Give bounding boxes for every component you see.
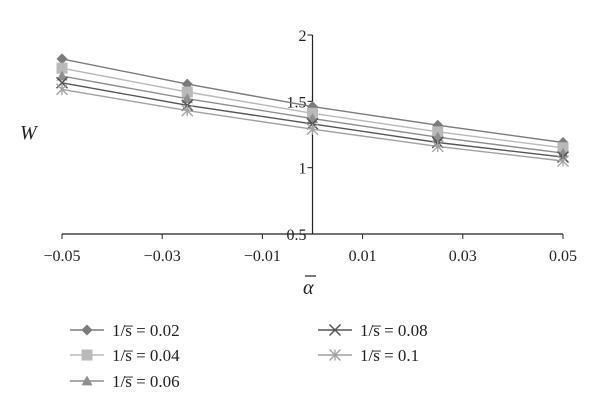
y-tick-label: 1.5 [287,94,307,111]
data-point [56,70,68,81]
x-tick-label: −0.05 [43,248,80,265]
data-point [181,104,194,117]
legend-item: 1/s̅ = 0.1 [318,346,419,365]
data-point [56,83,68,96]
data-point [56,62,68,74]
legend-marker [81,375,93,386]
legend-item: 1/s̅ = 0.08 [318,321,428,340]
series-5 [56,83,569,167]
legend-marker [81,349,93,361]
x-tick-label: −0.01 [244,248,281,265]
data-point [557,155,569,167]
legend-label: 1/s̅ = 0.02 [112,321,180,340]
y-tick-label: 0.5 [287,227,307,244]
x-tick-label: 0.01 [349,248,377,265]
legend-marker [328,323,342,337]
tick-labels: −0.05 −0.03 −0.01 0.01 0.03 0.05 0.5 1 1.5 2 [43,28,577,265]
data-point [181,86,193,98]
legend-label: 1/s̅ = 0.04 [112,346,180,365]
legend-item: 1/s̅ = 0.06 [70,372,180,391]
x-tick-label: −0.03 [144,248,181,265]
data-point [181,93,193,104]
series-group [55,53,570,167]
legend-item: 1/s̅ = 0.02 [70,321,180,340]
data-point [56,53,68,65]
y-tick-label: 1 [299,161,307,178]
y-axis-label: W [20,122,39,144]
legend-item: 1/s̅ = 0.04 [70,346,180,365]
legend-label: 1/s̅ = 0.06 [112,372,180,391]
x-tick-label: 0.03 [449,248,477,265]
data-point [431,140,444,153]
x-axis-label: α [303,277,314,299]
data-point [306,123,319,136]
x-tick-label: 0.05 [549,248,577,265]
legend-label: 1/s̅ = 0.08 [360,321,428,340]
y-tick-label: 2 [299,28,307,45]
legend-label: 1/s̅ = 0.1 [360,346,419,365]
legend-marker [81,324,93,336]
legend-marker [329,349,341,361]
legend: 1/s̅ = 0.02 1/s̅ = 0.04 1/s̅ = 0.06 1/s̅ = … [70,321,428,391]
